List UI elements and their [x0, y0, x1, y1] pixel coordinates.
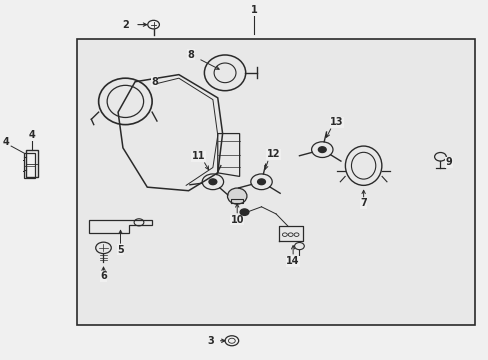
Text: 8: 8	[187, 50, 194, 60]
Text: 1: 1	[250, 5, 257, 15]
Text: 8: 8	[151, 77, 158, 87]
Text: 5: 5	[117, 245, 123, 255]
Text: 10: 10	[230, 215, 244, 225]
FancyBboxPatch shape	[77, 39, 474, 325]
Text: 7: 7	[360, 198, 366, 208]
Text: 9: 9	[445, 157, 451, 167]
Text: 2: 2	[122, 19, 128, 30]
Bar	[24, 153, 35, 178]
Ellipse shape	[227, 188, 246, 204]
Circle shape	[257, 179, 265, 185]
Text: 12: 12	[266, 149, 280, 159]
Text: 11: 11	[191, 151, 204, 161]
Text: 4: 4	[3, 138, 10, 148]
Text: 13: 13	[329, 117, 343, 127]
Circle shape	[208, 179, 216, 185]
Ellipse shape	[351, 152, 375, 179]
Circle shape	[318, 147, 325, 153]
Circle shape	[240, 209, 248, 215]
Text: 4: 4	[29, 130, 35, 140]
Text: 14: 14	[286, 256, 299, 266]
Bar	[26, 150, 38, 177]
Text: 3: 3	[206, 336, 213, 346]
Text: 6: 6	[100, 271, 107, 282]
